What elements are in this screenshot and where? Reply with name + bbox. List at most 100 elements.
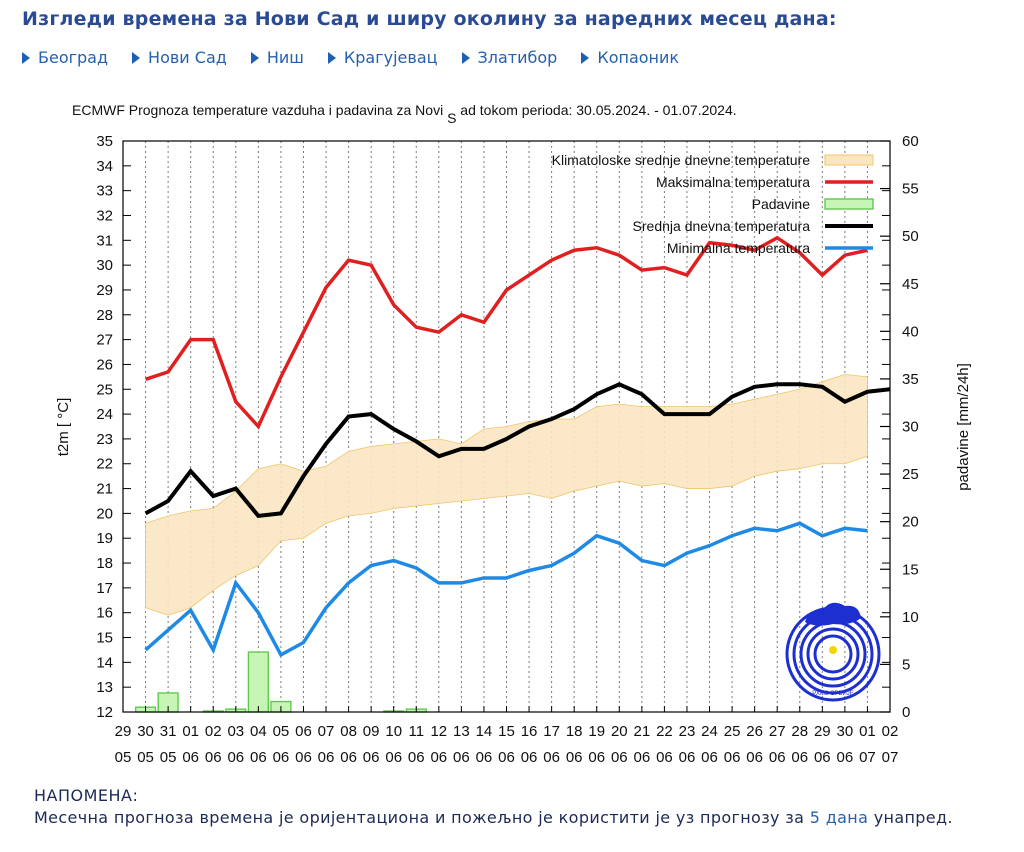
x-tick-label-day: 01 (182, 723, 199, 740)
y-tick-label-right: 25 (902, 466, 919, 483)
x-tick-label-month: 06 (250, 749, 267, 766)
city-link-label: Нови Сад (148, 48, 227, 67)
x-tick-label-month: 06 (566, 749, 583, 766)
city-nav: Београд Нови Сад Ниш Крагујевац Златибор… (22, 48, 679, 67)
y-tick-label-right: 15 (902, 561, 919, 578)
x-tick-label-month: 06 (205, 749, 222, 766)
y-tick-label-left: 25 (96, 381, 113, 398)
x-tick-label-month: 06 (656, 749, 673, 766)
y-tick-label-left: 14 (96, 654, 113, 671)
y-tick-label-left: 15 (96, 630, 113, 647)
five-day-forecast-link[interactable]: 5 дана (809, 808, 869, 827)
city-link-kragujevac[interactable]: Крагујевац (327, 48, 438, 67)
y-tick-label-right: 20 (902, 514, 919, 531)
x-tick-label-day: 17 (543, 723, 560, 740)
x-tick-label-day: 06 (295, 723, 312, 740)
x-tick-label-day: 30 (837, 723, 854, 740)
x-tick-label-day: 29 (115, 723, 132, 740)
city-link-label: Копаоник (597, 48, 680, 67)
y-tick-label-left: 19 (96, 530, 113, 547)
x-tick-label-day: 11 (408, 723, 424, 740)
x-tick-label-day: 22 (656, 723, 673, 740)
note-text-before: Месечна прогноза времена је оријентацион… (34, 808, 810, 827)
x-tick-label-day: 01 (859, 723, 876, 740)
city-link-zlatibor[interactable]: Златибор (461, 48, 557, 67)
y-tick-label-left: 30 (96, 257, 113, 274)
legend-swatch-band (824, 154, 874, 166)
precipitation-bar (247, 651, 269, 713)
x-tick-label-day: 20 (611, 723, 628, 740)
city-link-kopaonik[interactable]: Копаоник (581, 48, 679, 67)
x-tick-label-month: 06 (385, 749, 402, 766)
city-link-novi-sad[interactable]: Нови Сад (132, 48, 227, 67)
x-tick-label-day: 19 (588, 723, 605, 740)
x-tick-label-day: 15 (498, 723, 515, 740)
x-tick-label-day: 09 (363, 723, 380, 740)
x-tick-label-day: 14 (476, 723, 493, 740)
x-tick-label-day: 03 (227, 723, 244, 740)
x-tick-label-month: 06 (363, 749, 380, 766)
x-tick-label-month: 06 (340, 749, 357, 766)
x-tick-label-day: 31 (160, 723, 177, 740)
x-tick-label-day: 16 (521, 723, 538, 740)
x-tick-label-month: 06 (521, 749, 538, 766)
climatology-band (145, 373, 868, 616)
x-tick-label-day: 07 (318, 723, 335, 740)
x-tick-label-month: 06 (701, 749, 718, 766)
y-tick-label-right: 10 (902, 609, 919, 626)
x-tick-label-month: 06 (476, 749, 493, 766)
y-tick-label-right: 30 (902, 419, 919, 436)
page-title: Изгледи времена за Нови Сад и ширу околи… (22, 8, 837, 30)
y-tick-label-right: 0 (902, 704, 910, 721)
logo-ring (813, 634, 853, 674)
logo-sun (829, 646, 837, 654)
y-tick-label-left: 33 (96, 183, 113, 200)
x-tick-label-day: 25 (724, 723, 741, 740)
y-tick-label-left: 21 (96, 481, 113, 498)
x-tick-label-month: 06 (498, 749, 515, 766)
city-link-nis[interactable]: Ниш (250, 48, 304, 67)
x-tick-label-month: 06 (814, 749, 831, 766)
y-tick-label-left: 28 (96, 307, 113, 324)
chevron-right-icon (132, 51, 141, 64)
x-tick-label-day: 05 (273, 723, 290, 740)
x-tick-label-month: 06 (295, 749, 312, 766)
x-tick-label-day: 30 (137, 723, 154, 740)
forecast-chart: ECMWF Prognoza temperature vazduha i pad… (55, 102, 972, 766)
y-tick-label-left: 27 (96, 332, 113, 349)
x-tick-label-month: 06 (611, 749, 628, 766)
y-axis-label-right: padavine [mm/24h] (955, 363, 972, 491)
x-tick-label-day: 26 (746, 723, 763, 740)
x-tick-label-day: 04 (250, 723, 267, 740)
legend-swatch-bar (824, 198, 874, 210)
x-tick-label-month: 05 (115, 749, 132, 766)
note-text-after: унапред. (868, 808, 953, 827)
y-tick-label-left: 20 (96, 505, 113, 522)
min-temp-line (144, 521, 868, 658)
forecast-note: НАПОМЕНА: Месечна прогноза времена је ор… (34, 786, 953, 827)
x-tick-label-month: 06 (273, 749, 290, 766)
logo-cloud (805, 602, 861, 626)
y-tick-label-left: 17 (96, 580, 113, 597)
y-tick-label-right: 35 (902, 371, 919, 388)
x-tick-label-day: 21 (634, 723, 651, 740)
rhmz-logo: РХМЗ СРБИЈЕ (785, 602, 881, 702)
x-tick-label-month: 07 (859, 749, 876, 766)
y-tick-label-left: 12 (96, 704, 113, 721)
city-link-beograd[interactable]: Београд (22, 48, 108, 67)
legend-label: Klimatoloske srednje dnevne temperature (552, 152, 811, 168)
x-tick-label-month: 06 (679, 749, 696, 766)
legend-label: Padavine (752, 196, 811, 212)
x-tick-label-month: 05 (137, 749, 154, 766)
note-heading: НАПОМЕНА: (34, 786, 139, 805)
y-tick-label-left: 13 (96, 679, 113, 696)
x-tick-label-day: 28 (791, 723, 808, 740)
x-tick-label-day: 23 (679, 723, 696, 740)
x-tick-label-month: 06 (769, 749, 786, 766)
y-tick-label-right: 60 (902, 133, 919, 150)
x-tick-label-day: 18 (566, 723, 583, 740)
city-link-label: Крагујевац (343, 48, 438, 67)
x-tick-label-day: 27 (769, 723, 786, 740)
x-tick-label-month: 06 (724, 749, 741, 766)
y-tick-label-left: 24 (96, 406, 113, 423)
